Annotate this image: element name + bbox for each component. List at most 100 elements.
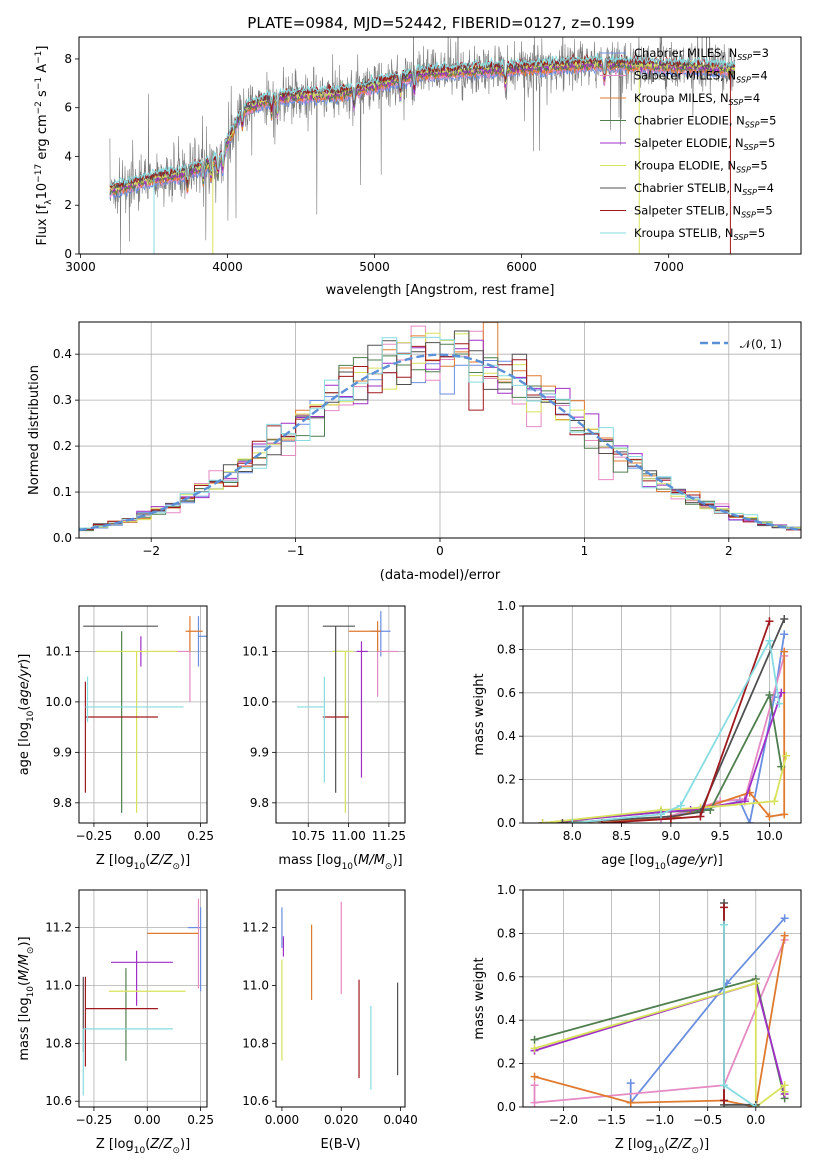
x-axis-label: (data-model)/error (380, 568, 501, 583)
weight-marker (777, 688, 786, 697)
x-tick-label: 9.5 (711, 829, 730, 843)
x-tick-label: 2 (725, 544, 733, 558)
legend-sub: SSP (744, 143, 759, 152)
label-part: ( (664, 1137, 669, 1152)
plot-area (109, 37, 736, 254)
y-tick-label: 4 (64, 149, 72, 163)
label-part: ⊙ (385, 862, 393, 872)
x-axis-label: E(B-V) (320, 1137, 360, 1152)
x-tick-label: −1 (287, 544, 305, 558)
weight-series-salpeter-miles (538, 651, 789, 823)
y-tick-label: 9.8 (53, 796, 72, 810)
label-part: ( (17, 981, 32, 986)
axes-frame (78, 36, 802, 255)
axes-frame (78, 889, 208, 1108)
y-axis-label: mass [log10(M/M⊙)] (17, 936, 36, 1060)
y-tick-label: 0.2 (497, 1057, 516, 1071)
label-part: 10 (35, 183, 50, 200)
model-line-kroupa-stelib (109, 52, 736, 186)
weight-series-kroupa-elodie (538, 751, 791, 823)
legend-entry: Salpeter ELODIE, NSSP=5 (634, 136, 775, 152)
x-tick-label: 5000 (359, 260, 390, 274)
weight-marker (568, 819, 577, 823)
weight-marker (720, 1096, 729, 1105)
x-tick-label: 0.25 (187, 829, 214, 843)
weight-marker (530, 1035, 539, 1044)
y-tick-label: 0.0 (497, 816, 516, 830)
y-tick-label: 0 (64, 247, 72, 261)
legend-entry: Chabrier MILES, NSSP=3 (634, 46, 769, 62)
label-part: )] (180, 1137, 190, 1152)
errorbar-kroupa-miles (185, 616, 203, 652)
x-axis-label: age [log10(age/yr)] (601, 853, 723, 872)
x-axis-label: Z [log10(Z/Z⊙)] (96, 853, 190, 872)
grid-lines (79, 606, 207, 823)
label-part: 10 (654, 862, 666, 872)
legend-sub: SSP (742, 188, 757, 197)
x-tick-label: −2.0 (549, 1113, 578, 1127)
label-part: Z/Z (149, 1137, 173, 1152)
label-part: ⊙ (172, 1146, 180, 1156)
y-tick-label: 11.2 (45, 921, 72, 935)
errorbar-kroupa-stelib (82, 1028, 173, 1096)
weight-marker (765, 812, 774, 821)
legend-main: Chabrier MILES, N (634, 46, 737, 60)
y-tick-label: 10.1 (242, 644, 269, 658)
x-tick-label: 4000 (212, 260, 243, 274)
weight-series-chabrier-stelib (720, 899, 760, 1107)
normal-curve (79, 353, 801, 532)
weight-marker (765, 636, 774, 645)
weight-marker (780, 647, 789, 656)
axes-frame (78, 605, 208, 824)
label-part: mass [log (17, 997, 32, 1060)
weight-marker (780, 931, 789, 940)
weight-marker (745, 819, 754, 823)
weight-marker (530, 1072, 539, 1081)
label-part: ( (17, 706, 32, 711)
legend-sub: SSP (729, 98, 744, 107)
x-tick-label: 1 (581, 544, 589, 558)
errorbar-chabrier-miles (197, 616, 207, 667)
weight-line (601, 620, 771, 823)
y-tick-label: 10.6 (45, 1094, 72, 1108)
x-tick-label: 0.00 (134, 1113, 161, 1127)
y-tick-label: 10.6 (242, 1094, 269, 1108)
axes-frame (275, 605, 406, 824)
x-tick-label: 10.75 (291, 829, 325, 843)
weight-series-chabrier-miles (538, 630, 789, 823)
y-tick-label: 11.0 (45, 978, 72, 992)
legend-tail: =4 (751, 69, 768, 83)
label-part: )] (392, 853, 402, 868)
legend-main: Salpeter MILES, N (634, 69, 736, 83)
label-part: −1 (34, 51, 44, 64)
plot-area (79, 322, 801, 538)
weight-marker (538, 819, 547, 823)
label-part: Z [log (615, 1137, 653, 1152)
legend-entry: Salpeter MILES, NSSP=4 (634, 69, 768, 85)
weight-marker (770, 797, 779, 806)
legend-tail: =5 (751, 159, 768, 173)
y-tick-label: 0.2 (53, 439, 72, 453)
y-tick-label: 0.2 (497, 773, 516, 787)
y-tick-label: 11.2 (242, 921, 269, 935)
weight-series-kroupa-stelib (720, 920, 760, 1107)
label-part: age/yr (671, 853, 714, 868)
x-tick-label: 9.0 (661, 829, 680, 843)
weight-marker (765, 690, 774, 699)
weight-marker (626, 1079, 635, 1088)
y-tick-label: 10.8 (45, 1036, 72, 1050)
x-tick-label: 8.0 (563, 829, 582, 843)
label-part: ⊙ (26, 947, 36, 955)
weight-marker (780, 630, 789, 639)
weight-marker (751, 979, 760, 988)
label-part: )] (17, 936, 32, 946)
legend-main: Kroupa STELIB, N (634, 226, 734, 240)
weight-line (533, 939, 786, 1104)
x-tick-label: 8.5 (612, 829, 631, 843)
weight-marker (782, 751, 791, 760)
legend-tail: =5 (748, 226, 765, 240)
weight-series-chabrier-elodie (538, 690, 786, 823)
y-axis-label: Normed distribution (27, 365, 42, 495)
weight-marker (530, 1098, 539, 1107)
weight-marker (626, 1098, 635, 1107)
